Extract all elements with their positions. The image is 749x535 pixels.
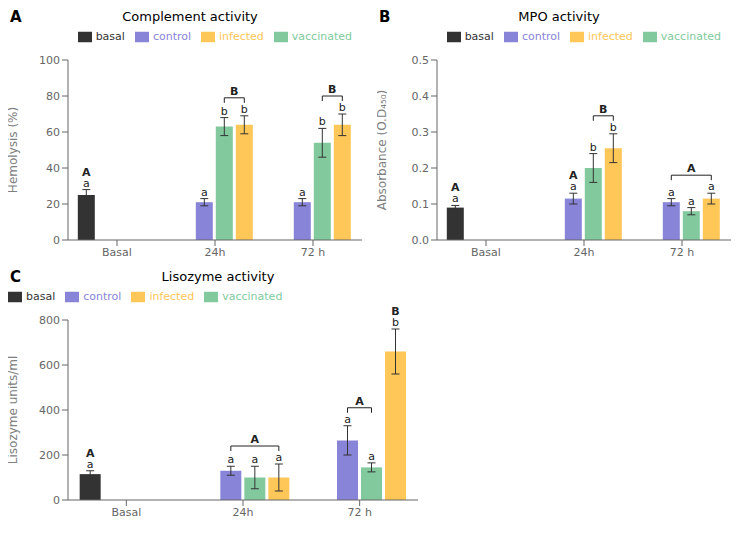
svg-text:b: b [392,316,399,329]
html-text:MPO activity: MPO activity [518,9,600,24]
svg-text:Lisozyme units/ml: Lisozyme units/ml [8,356,20,464]
svg-text:24h: 24h [233,506,254,519]
svg-text:b: b [610,121,617,134]
svg-text:40: 40 [46,162,60,175]
svg-text:A: A [451,181,460,194]
svg-text:a: a [569,180,577,194]
svg-text:72 h: 72 h [347,506,371,519]
svg-text:a: a [688,195,695,208]
html-text:infected: infected [588,30,633,43]
html-text:control: control [83,290,122,303]
html-text:B: B [379,8,391,26]
html-text:basal: basal [95,30,125,43]
svg-text:B: B [230,85,238,98]
svg-text:Hemolysis (%): Hemolysis (%) [8,107,20,193]
svg-text:0.4: 0.4 [412,90,430,103]
svg-text:80: 80 [46,90,60,103]
svg-text:a: a [82,176,90,190]
html-text:infected: infected [219,30,264,43]
svg-text:B: B [599,103,607,116]
html-text:Complement activity: Complement activity [122,9,258,24]
html-text:Lisozyme activity: Lisozyme activity [161,269,275,284]
html-text:vaccinated: vaccinated [291,30,352,43]
svg-text:Basal: Basal [471,246,501,259]
svg-text:a: a [344,413,351,426]
svg-text:A: A [687,162,696,175]
svg-text:b: b [590,141,597,154]
svg-text:100: 100 [39,54,60,67]
svg-text:a: a [275,451,282,464]
svg-text:60: 60 [46,126,60,139]
svg-text:A: A [86,447,95,460]
svg-text:a: a [368,450,375,463]
svg-text:A: A [251,433,260,446]
svg-text:Basal: Basal [111,506,141,519]
svg-text:Basal: Basal [102,246,132,259]
svg-text:400: 400 [39,404,60,417]
svg-text:a: a [201,186,208,199]
svg-text:800: 800 [39,314,60,327]
html-text:control: control [152,30,191,43]
svg-text:0.3: 0.3 [412,126,430,139]
svg-text:a: a [451,192,459,206]
html-text:A: A [10,8,22,26]
svg-text:b: b [339,101,346,114]
svg-text:200: 200 [39,449,60,462]
html-text:vaccinated: vaccinated [660,30,721,43]
html-text:basal: basal [464,30,494,43]
svg-text:a: a [251,453,258,466]
svg-text:A: A [82,166,91,179]
svg-text:a: a [299,186,306,199]
svg-text:24h: 24h [574,246,595,259]
html-text:infected: infected [149,290,195,303]
svg-text:0.1: 0.1 [412,198,430,211]
svg-text:b: b [221,105,228,118]
svg-text:0: 0 [53,494,60,507]
html-text:control: control [521,30,560,43]
svg-text:72 h: 72 h [301,246,325,259]
svg-text:a: a [668,186,675,199]
svg-text:20: 20 [46,198,60,211]
svg-text:b: b [319,115,326,128]
svg-text:A: A [569,169,578,182]
svg-text:B: B [391,305,399,318]
svg-text:0.0: 0.0 [412,234,430,247]
svg-text:0: 0 [53,234,60,247]
html-text:basal: basal [26,290,56,303]
svg-text:a: a [708,180,715,193]
svg-text:b: b [241,103,248,116]
svg-text:A: A [355,395,364,408]
svg-text:600: 600 [39,359,60,372]
svg-text:72 h: 72 h [670,246,694,259]
svg-text:B: B [328,83,336,96]
svg-text:Absorbance (O.D₄₅₀): Absorbance (O.D₄₅₀) [377,90,389,211]
svg-text:a: a [227,453,234,466]
svg-text:a: a [86,457,94,471]
svg-text:0.2: 0.2 [412,162,430,175]
html-text:vaccinated: vaccinated [222,290,283,303]
svg-text:24h: 24h [205,246,226,259]
svg-text:0.5: 0.5 [412,54,430,67]
html-text:C: C [10,268,21,286]
